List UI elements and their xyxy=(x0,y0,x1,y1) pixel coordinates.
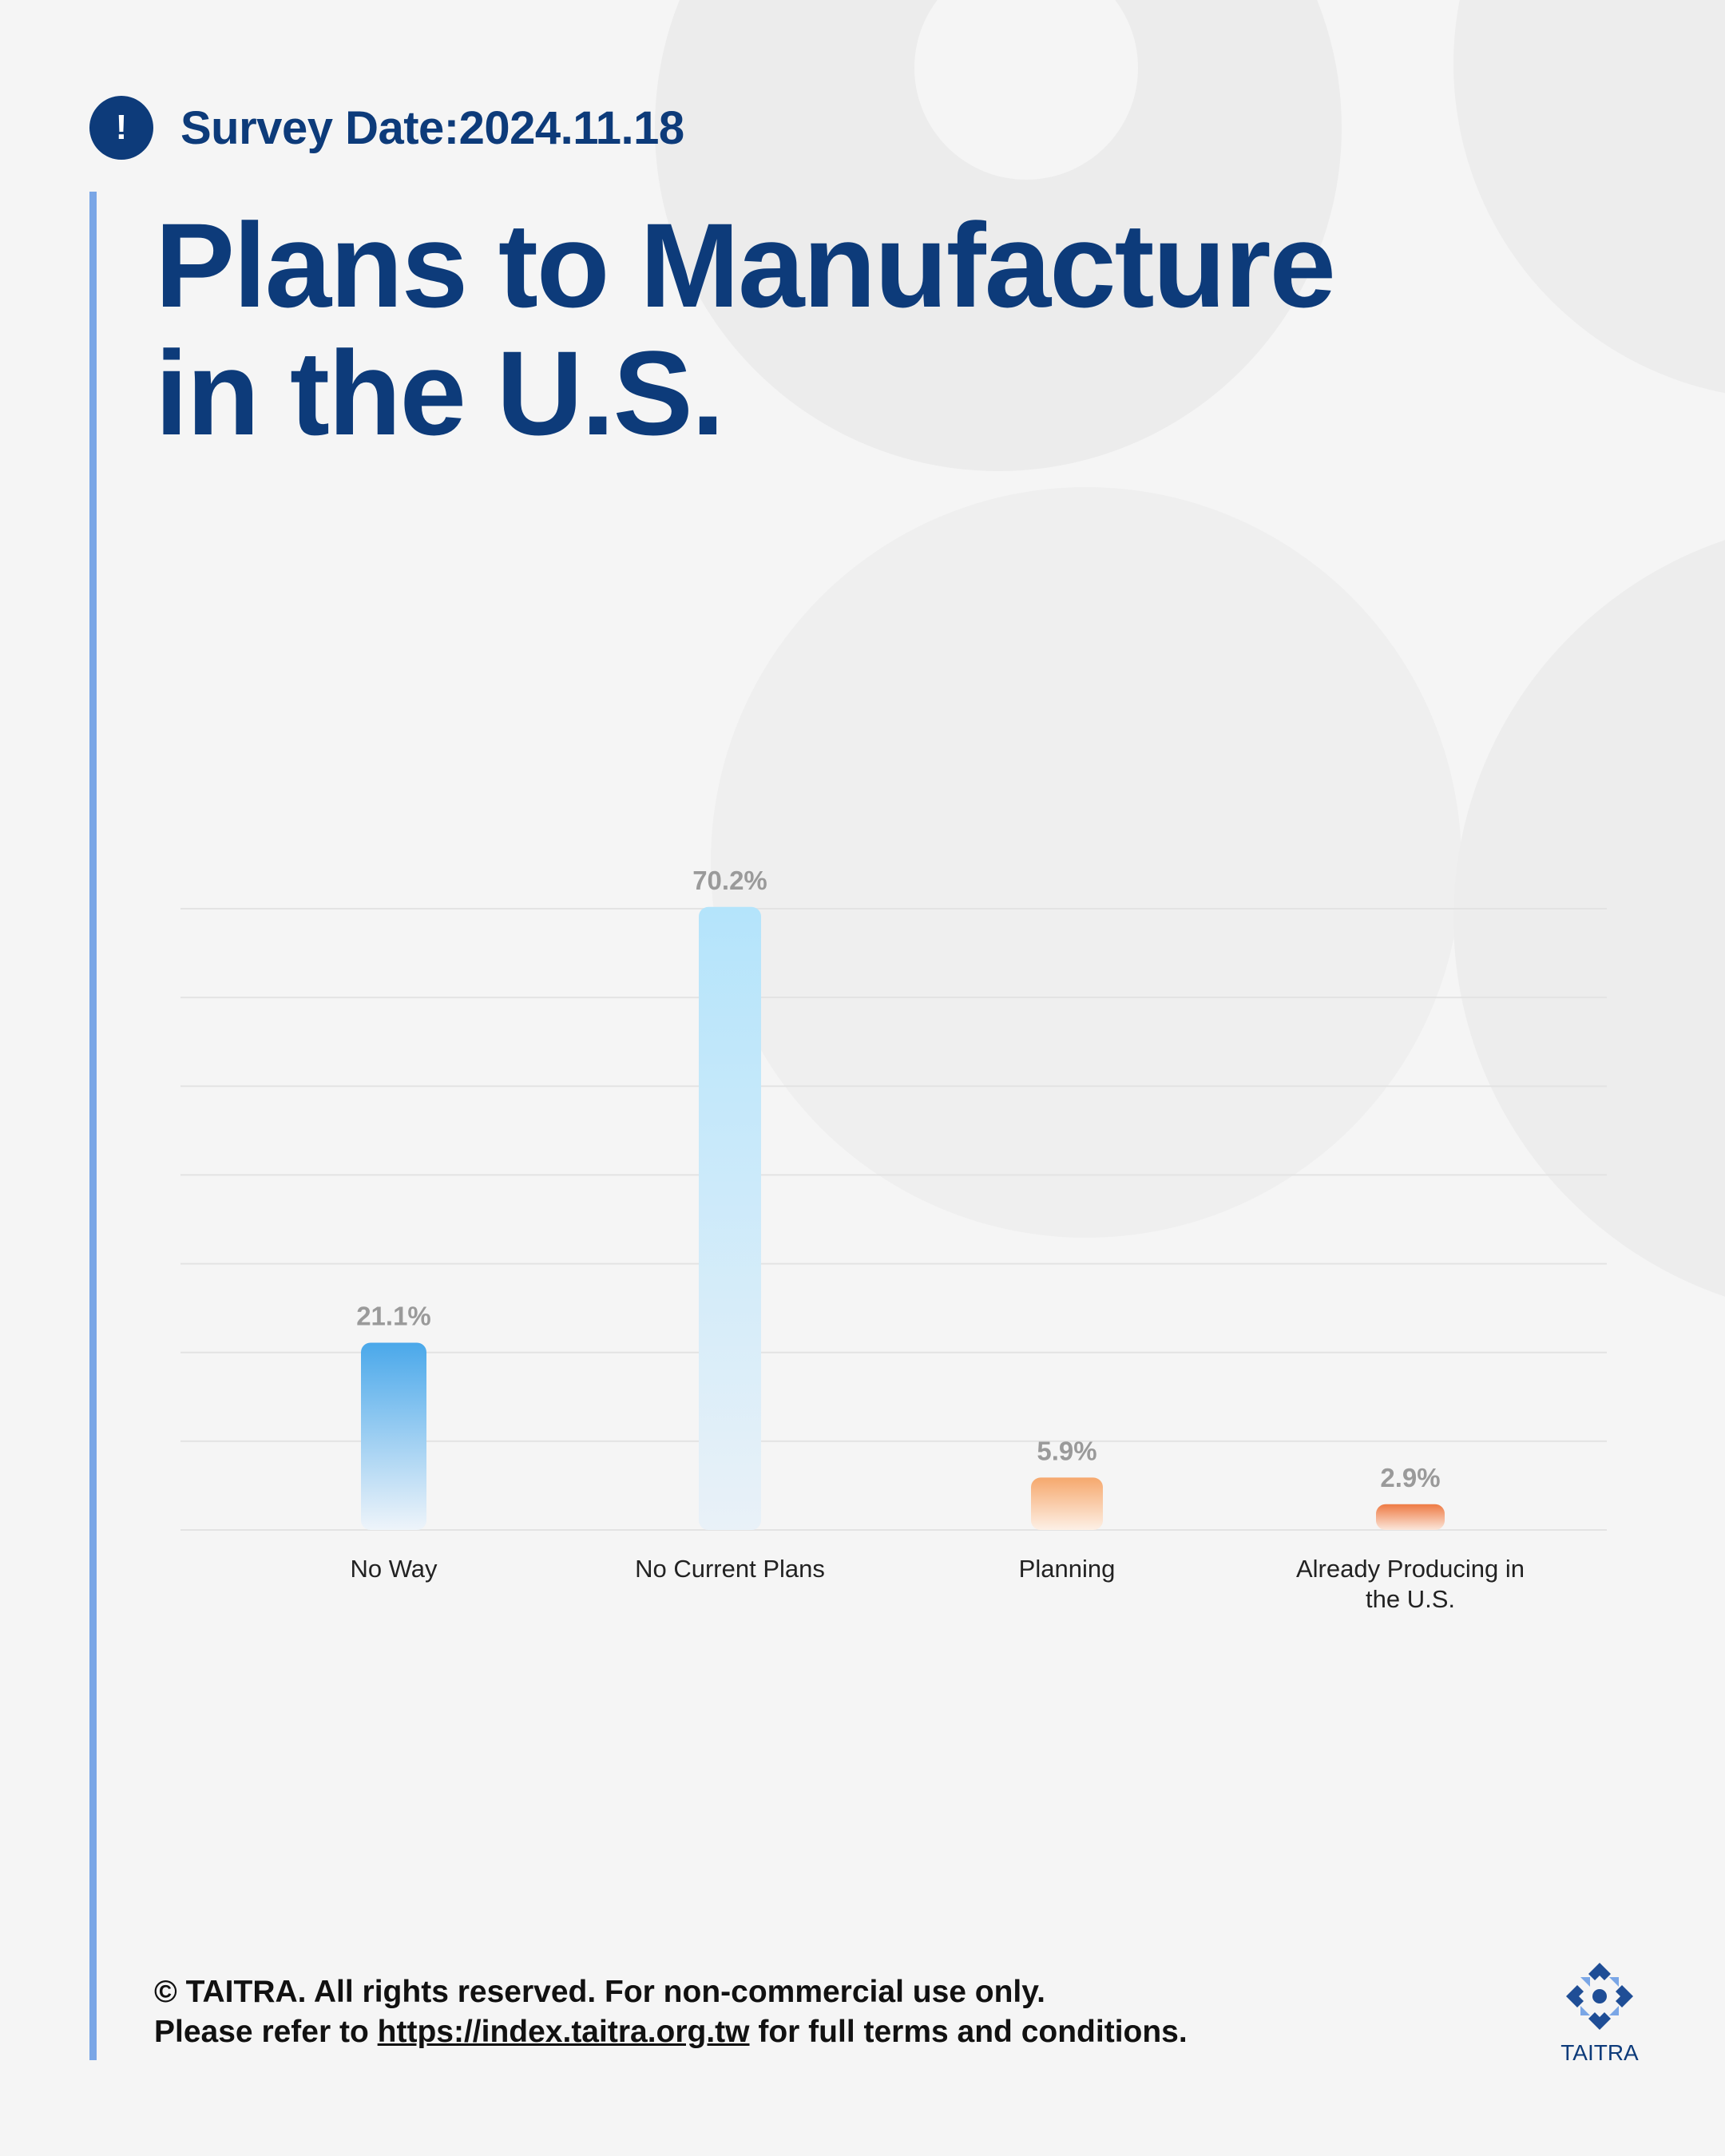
bar-1 xyxy=(699,906,761,1530)
category-label-2: Planning xyxy=(1019,1555,1116,1583)
footer-line-1: © TAITRA. All rights reserved. For non-c… xyxy=(154,1975,1045,2009)
footer-line-2: Please refer to https://index.taitra.org… xyxy=(154,2012,1432,2052)
footer-line-2-suffix: for full terms and conditions. xyxy=(749,2015,1188,2049)
bar-3 xyxy=(1376,1504,1445,1530)
taitra-logo-text: TAITRA xyxy=(1560,2040,1639,2065)
bar-0 xyxy=(361,1342,426,1530)
left-accent-rule xyxy=(89,192,97,2060)
value-label-0: 21.1% xyxy=(356,1301,431,1330)
taitra-logo: TAITRA xyxy=(1556,1958,1644,2066)
category-label-1: No Current Plans xyxy=(635,1555,825,1583)
bar-2 xyxy=(1031,1477,1103,1530)
title-line-1: Plans to Manufacture xyxy=(155,198,1336,332)
category-label-0: No Way xyxy=(350,1555,438,1583)
value-label-1: 70.2% xyxy=(692,866,767,895)
title-line-2: in the U.S. xyxy=(155,326,724,460)
survey-date-row: ! Survey Date:2024.11.18 xyxy=(89,96,684,160)
chart-bars xyxy=(361,906,1445,1530)
survey-date: Survey Date:2024.11.18 xyxy=(180,101,684,154)
value-label-2: 5.9% xyxy=(1037,1436,1096,1465)
chart-value-labels: 21.1% 70.2% 5.9% 2.9% xyxy=(356,866,1440,1492)
category-label-3-line-1: the U.S. xyxy=(1366,1585,1455,1613)
value-label-3: 2.9% xyxy=(1380,1463,1440,1492)
taitra-logo-icon xyxy=(1566,1963,1633,2030)
page-title: Plans to Manufacture in the U.S. xyxy=(155,201,1672,457)
terms-link[interactable]: https://index.taitra.org.tw xyxy=(377,2015,750,2049)
category-label-3-line-0: Already Producing in xyxy=(1296,1555,1525,1583)
chart-category-labels: No Way No Current Plans Planning Already Pr… xyxy=(350,1555,1525,1613)
alert-icon: ! xyxy=(89,96,153,160)
footer-line-2-prefix: Please refer to xyxy=(154,2015,378,2049)
footer-notice: © TAITRA. All rights reserved. For non-c… xyxy=(154,1972,1432,2052)
